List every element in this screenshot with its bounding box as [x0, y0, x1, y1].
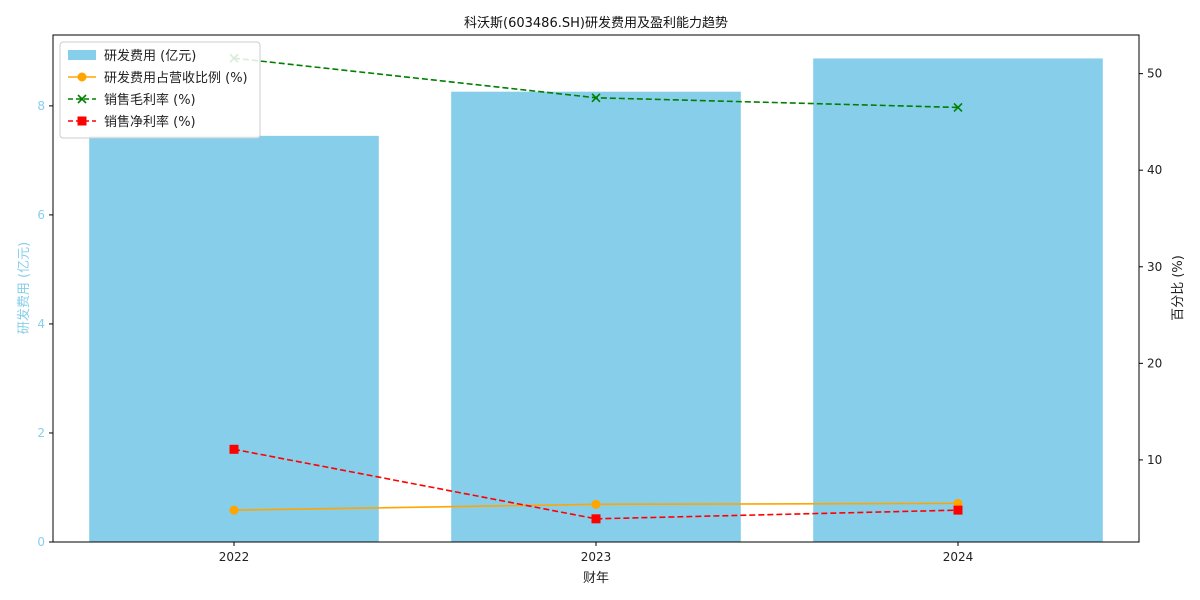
y-right-tick-label: 20 — [1147, 356, 1162, 370]
x-tick-label: 2023 — [581, 550, 612, 564]
x-tick-label: 2022 — [219, 550, 250, 564]
legend-box — [59, 41, 261, 139]
series-point-2-0 — [229, 444, 239, 454]
series-point-0-2 — [953, 498, 963, 508]
legend-marker — [77, 72, 87, 82]
series-point-2-1 — [591, 514, 601, 524]
series-line-2 — [233, 448, 959, 520]
bar-2024 — [813, 58, 1103, 543]
y-right-tick-label: 40 — [1147, 163, 1162, 177]
y-axis-left-label: 研发费用 (亿元) — [16, 242, 32, 334]
series-point-1-1 — [591, 93, 601, 103]
series-point-0-0 — [229, 505, 239, 515]
y-axis-right-label: 百分比 (%) — [1171, 255, 1186, 321]
series-point-2-2 — [953, 505, 963, 515]
y-left-tick-label: 0 — [37, 535, 45, 549]
y-right-tick-label: 30 — [1147, 260, 1162, 274]
y-left-tick-label: 2 — [37, 426, 45, 440]
y-left-tick-label: 8 — [37, 99, 45, 113]
legend-marker — [77, 116, 87, 126]
legend-label: 销售毛利率 (%) — [104, 92, 196, 108]
y-left-tick-label: 6 — [37, 208, 45, 222]
plot-frame — [52, 34, 1140, 543]
bar-2023 — [451, 91, 741, 542]
y-right-tick-label: 10 — [1147, 453, 1162, 467]
x-tick-label: 2024 — [943, 550, 974, 564]
y-left-tick-label: 4 — [37, 317, 45, 331]
chart-title: 科沃斯(603486.SH)研发费用及盈利能力趋势 — [464, 15, 728, 31]
series-point-0-1 — [591, 499, 601, 509]
series-point-1-2 — [953, 102, 963, 112]
bar-2022 — [89, 135, 379, 542]
legend-label: 销售净利率 (%) — [104, 114, 196, 130]
legend-label: 研发费用 (亿元) — [104, 48, 196, 64]
legend-label: 研发费用占营收比例 (%) — [104, 70, 248, 86]
y-right-tick-label: 50 — [1147, 67, 1162, 81]
legend-swatch-bar — [68, 50, 96, 60]
x-axis-label: 财年 — [583, 571, 609, 586]
legend-marker — [77, 94, 87, 104]
